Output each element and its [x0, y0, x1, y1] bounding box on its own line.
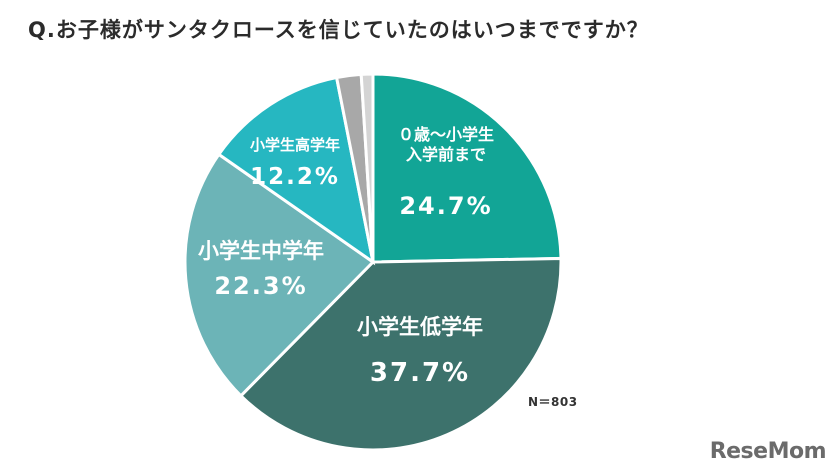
pie-slice-3 [216, 75, 376, 266]
pie-slice-5 [359, 72, 375, 263]
slice-label-1-line-0: 小学生低学年 [357, 315, 483, 339]
sample-size-note: N＝803 [528, 395, 578, 409]
slice-label-2-line-0: 小学生中学年 [198, 239, 324, 263]
slice-value-label-1: 37.7% [370, 358, 470, 388]
slice-value-label-3: 12.2% [250, 164, 340, 190]
brand-logo: ReseMom [709, 439, 827, 464]
slice-label-0-line-1: 入学前まで [406, 145, 486, 164]
question-title: Q.お子様がサンタクロースを信じていたのはいつまでですか？ [28, 18, 649, 42]
slice-label-0-line-0: ０歳～小学生 [398, 125, 494, 144]
pie-slice-0 [371, 72, 563, 264]
pie-slice-1 [238, 256, 563, 452]
slice-value-label-0: 24.7% [399, 192, 492, 220]
pie-slice-2 [183, 152, 376, 398]
slice-label-3-line-0: 小学生高学年 [250, 136, 340, 154]
slice-value-label-2: 22.3% [214, 272, 307, 300]
